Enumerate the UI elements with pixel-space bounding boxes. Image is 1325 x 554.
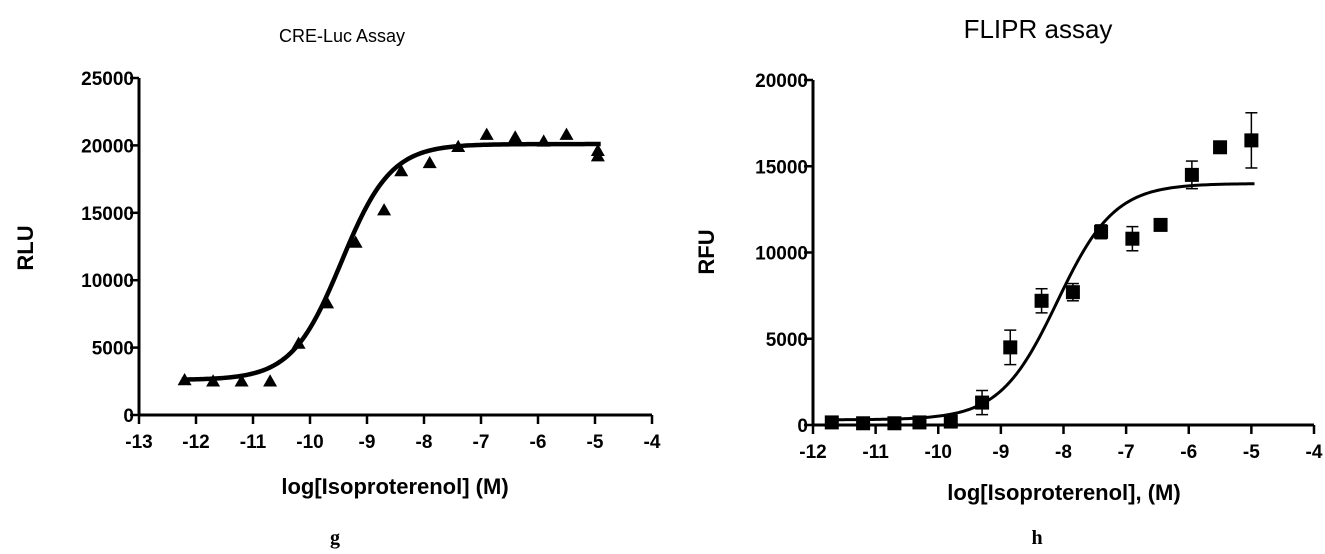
x-tick-label: -9 <box>992 442 1009 463</box>
data-point <box>1153 217 1168 232</box>
x-tick-label: -11 <box>240 432 267 453</box>
data-point <box>590 143 605 157</box>
data-point <box>348 235 363 248</box>
x-tick-label: -12 <box>799 442 826 463</box>
data-point <box>320 296 335 309</box>
axis-ticks: -12 -11 -10 -9 -8 -7 -6 -5 -4 0 5000 10000 15000 2000… <box>755 71 1323 463</box>
x-tick-label: -13 <box>125 432 152 453</box>
x-tick-label: -7 <box>1118 442 1135 463</box>
x-tick-label: -8 <box>1055 442 1072 463</box>
x-tick-label: -10 <box>925 442 952 463</box>
x-tick-label: -11 <box>862 442 889 463</box>
x-tick-label: -6 <box>530 432 547 453</box>
data-point <box>206 374 221 387</box>
data-point <box>291 336 306 349</box>
data-point <box>1213 140 1228 155</box>
x-axis-label: log[Isoproterenol] (M) <box>281 474 508 499</box>
y-axis-label: RLU <box>13 225 38 270</box>
data-point <box>1184 167 1199 182</box>
data-point <box>394 164 409 177</box>
x-tick-label: -9 <box>359 432 376 453</box>
y-tick-label: 5000 <box>766 330 808 351</box>
data-point <box>479 127 494 140</box>
data-point <box>824 415 839 430</box>
panel-label: h <box>1031 527 1042 549</box>
x-tick-label: -12 <box>182 432 209 453</box>
data-point <box>1065 285 1080 300</box>
data-point <box>451 139 466 152</box>
data-point <box>1244 133 1259 148</box>
data-point <box>377 203 392 216</box>
y-tick-label: 10000 <box>81 271 134 292</box>
data-point <box>508 130 523 143</box>
data-point <box>1034 293 1049 308</box>
fit-curve <box>181 141 601 382</box>
x-tick-label: -7 <box>473 432 490 453</box>
data-points <box>824 112 1259 431</box>
data-point <box>887 416 902 431</box>
data-point <box>1003 340 1018 355</box>
y-tick-label: 0 <box>123 406 134 427</box>
y-tick-label: 15000 <box>81 204 134 225</box>
data-point <box>856 416 871 431</box>
data-point <box>422 155 437 169</box>
data-point <box>177 372 192 386</box>
data-point <box>1125 231 1140 246</box>
x-tick-label: -4 <box>644 432 661 453</box>
data-point <box>234 374 249 387</box>
data-point <box>943 414 958 429</box>
x-tick-label: -4 <box>1306 442 1323 463</box>
data-point <box>1094 224 1109 239</box>
x-tick-label: -5 <box>1243 442 1260 463</box>
chart-cre-luc: CRE-Luc Assay -13 -12 -11 -10 -9 -8 -7 -6 -5 -4 0 5… <box>13 26 661 549</box>
y-tick-label: 20000 <box>755 71 808 92</box>
data-point <box>559 127 574 140</box>
data-points <box>177 127 605 387</box>
y-tick-label: 25000 <box>81 69 134 90</box>
chart-title: FLIPR assay <box>964 14 1113 44</box>
data-point <box>912 415 927 430</box>
y-axis-label: RFU <box>694 229 719 274</box>
chart-title: CRE-Luc Assay <box>279 26 405 46</box>
x-axis-label: log[Isoproterenol], (M) <box>947 480 1180 505</box>
x-tick-label: -8 <box>416 432 433 453</box>
axis-ticks: -13 -12 -11 -10 -9 -8 -7 -6 -5 -4 0 5000 10000 15000 2… <box>81 69 661 453</box>
panel-label: g <box>330 527 340 549</box>
fit-curve-line <box>181 141 601 382</box>
y-tick-label: 20000 <box>81 136 134 157</box>
x-tick-label: -10 <box>296 432 323 453</box>
data-point <box>536 134 551 147</box>
y-tick-label: 10000 <box>755 244 808 265</box>
data-point <box>263 374 278 387</box>
y-tick-label: 5000 <box>92 339 134 360</box>
x-tick-label: -6 <box>1180 442 1197 463</box>
y-tick-label: 15000 <box>755 157 808 178</box>
data-point <box>975 395 990 410</box>
y-tick-label: 0 <box>797 416 808 437</box>
x-tick-label: -5 <box>587 432 604 453</box>
chart-flipr: FLIPR assay -12 -11 -10 -9 -8 -7 -6 -5 -4 0 5000 10… <box>694 14 1323 549</box>
